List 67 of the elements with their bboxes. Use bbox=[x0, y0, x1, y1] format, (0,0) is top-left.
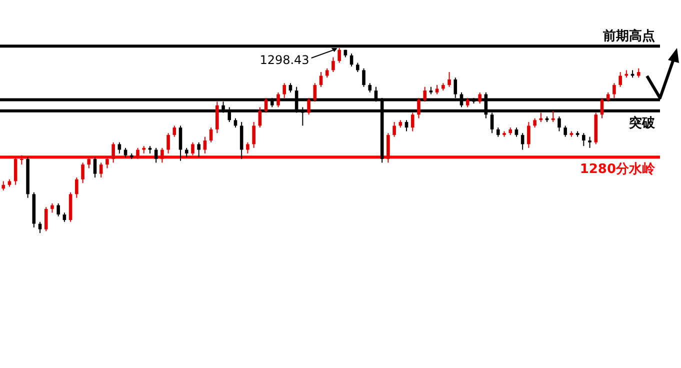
candlestick bbox=[264, 97, 268, 114]
candlestick bbox=[564, 125, 567, 138]
candlestick bbox=[209, 127, 213, 143]
candlestick bbox=[62, 212, 66, 222]
candlestick bbox=[533, 118, 536, 128]
annotation: 1298.43 bbox=[260, 53, 310, 67]
candlestick bbox=[612, 82, 616, 98]
candlestick bbox=[582, 132, 586, 147]
candlestick bbox=[87, 156, 91, 169]
candlestick bbox=[197, 142, 200, 158]
candlestick bbox=[527, 122, 530, 148]
candlestick bbox=[288, 82, 292, 93]
candlestick bbox=[307, 97, 310, 116]
candlestick bbox=[636, 68, 640, 78]
candlestick bbox=[178, 125, 182, 162]
ref-line-label: 1280分水岭 bbox=[580, 162, 656, 178]
candlestick bbox=[38, 221, 42, 234]
candlestick bbox=[558, 116, 561, 132]
candlestick bbox=[496, 127, 500, 138]
candlestick bbox=[423, 86, 426, 102]
candlestick bbox=[332, 56, 335, 73]
candlestick bbox=[410, 112, 414, 132]
candlestick bbox=[276, 92, 280, 108]
candlestick bbox=[252, 122, 256, 148]
candlestick bbox=[50, 202, 54, 214]
candlestick bbox=[234, 118, 238, 128]
candlestick bbox=[417, 97, 420, 119]
candlestick bbox=[362, 68, 366, 88]
candlestick bbox=[404, 120, 408, 132]
candlestick bbox=[313, 82, 317, 102]
candlestick bbox=[118, 142, 122, 154]
candlestick bbox=[282, 82, 286, 98]
candlestick bbox=[2, 180, 6, 191]
candlestick bbox=[606, 92, 610, 102]
candlestick bbox=[203, 136, 207, 154]
candlestick bbox=[184, 147, 188, 158]
ref-line-label: 前期高点 bbox=[602, 28, 655, 44]
candlestick bbox=[618, 72, 622, 88]
candlestick bbox=[191, 142, 194, 156]
candlestick bbox=[166, 132, 170, 154]
candlestick bbox=[14, 156, 18, 186]
candlestick bbox=[368, 82, 372, 93]
candlestick bbox=[20, 154, 24, 166]
candlestick bbox=[356, 62, 360, 73]
candlestick bbox=[106, 156, 109, 169]
candlestick bbox=[588, 136, 592, 148]
candlestick bbox=[435, 84, 439, 95]
candlestick bbox=[75, 177, 78, 198]
candlestick bbox=[112, 142, 115, 164]
candlestick bbox=[338, 48, 341, 64]
ref-line-label: 突破 bbox=[628, 114, 656, 131]
candlestick bbox=[93, 156, 97, 178]
candlestick bbox=[124, 147, 128, 158]
candlestick bbox=[466, 97, 470, 108]
candlestick bbox=[44, 206, 48, 232]
candlestick bbox=[99, 162, 103, 178]
candlestick bbox=[172, 125, 176, 138]
candlestick bbox=[56, 202, 60, 217]
candlestick bbox=[478, 92, 482, 104]
candlestick bbox=[246, 142, 250, 154]
candlestick bbox=[160, 147, 164, 164]
candlestick bbox=[448, 72, 451, 88]
candlestick bbox=[514, 127, 518, 138]
candlestick bbox=[136, 147, 140, 160]
candlestick bbox=[392, 122, 396, 138]
candlestick bbox=[325, 68, 329, 78]
candlestick bbox=[81, 162, 84, 184]
